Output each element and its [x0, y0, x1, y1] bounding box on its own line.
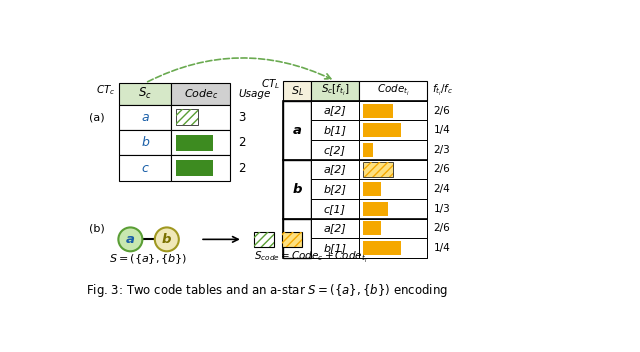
- Text: (b): (b): [90, 224, 105, 234]
- Text: $S_c[f_{t_i}]$: $S_c[f_{t_i}]$: [321, 83, 349, 98]
- Text: b[1]: b[1]: [323, 243, 346, 253]
- Bar: [311, 120, 359, 140]
- Text: c[2]: c[2]: [324, 145, 346, 155]
- Text: 2/6: 2/6: [433, 224, 450, 233]
- Text: 2/4: 2/4: [433, 184, 450, 194]
- Bar: [363, 182, 381, 196]
- Bar: [253, 232, 274, 247]
- Text: a[2]: a[2]: [324, 224, 346, 233]
- Bar: [363, 103, 393, 118]
- Text: 2: 2: [238, 136, 246, 149]
- Text: $Code_{t_i}$: $Code_{t_i}$: [377, 83, 410, 98]
- Text: Fig. 3: Two code tables and an a-star $S = (\{a\}, \{b\})$ encoding: Fig. 3: Two code tables and an a-star $S…: [86, 282, 448, 299]
- Text: (a): (a): [90, 112, 105, 122]
- Bar: [172, 83, 230, 105]
- Bar: [311, 101, 359, 120]
- Text: $S_L$: $S_L$: [291, 84, 303, 98]
- Bar: [359, 238, 428, 258]
- Bar: [253, 232, 274, 247]
- Bar: [359, 160, 428, 179]
- Bar: [119, 130, 172, 156]
- Bar: [176, 160, 213, 176]
- Bar: [363, 202, 388, 216]
- Text: c[1]: c[1]: [324, 204, 346, 214]
- Circle shape: [155, 227, 179, 251]
- Text: 3: 3: [238, 111, 246, 124]
- Bar: [359, 179, 428, 199]
- Text: 1/4: 1/4: [433, 125, 450, 135]
- Bar: [311, 140, 359, 160]
- Bar: [283, 101, 311, 160]
- Bar: [311, 160, 359, 179]
- Bar: [363, 123, 401, 137]
- Bar: [363, 221, 381, 235]
- Bar: [282, 232, 301, 247]
- Bar: [363, 241, 401, 255]
- Text: $Code_c$: $Code_c$: [184, 87, 218, 101]
- Text: a: a: [292, 124, 301, 137]
- Bar: [311, 238, 359, 258]
- Bar: [311, 219, 359, 238]
- Text: b[2]: b[2]: [323, 184, 346, 194]
- Bar: [311, 81, 359, 101]
- Bar: [172, 156, 230, 181]
- Circle shape: [118, 227, 142, 251]
- Text: a[2]: a[2]: [324, 106, 346, 115]
- Bar: [283, 219, 428, 258]
- Bar: [359, 219, 428, 238]
- Text: a[2]: a[2]: [324, 164, 346, 175]
- Text: 2/6: 2/6: [433, 164, 450, 175]
- Text: $S = (\{a\}, \{b\})$: $S = (\{a\}, \{b\})$: [109, 252, 188, 266]
- Text: a: a: [141, 111, 149, 124]
- Text: $f_{t_i}/f_c$: $f_{t_i}/f_c$: [432, 83, 453, 98]
- Bar: [283, 160, 311, 219]
- Text: $S_{code} = Code_c + Code_{t_i}$: $S_{code} = Code_c + Code_{t_i}$: [253, 250, 367, 265]
- Bar: [172, 130, 230, 156]
- Bar: [283, 219, 311, 258]
- Bar: [359, 101, 428, 120]
- Text: $CT_L$: $CT_L$: [260, 78, 280, 92]
- Bar: [283, 101, 428, 160]
- Bar: [119, 83, 172, 105]
- Bar: [176, 109, 198, 125]
- Text: Usage: Usage: [238, 89, 271, 99]
- Text: b[1]: b[1]: [323, 125, 346, 135]
- Text: $CT_c$: $CT_c$: [96, 83, 116, 97]
- Bar: [363, 162, 393, 177]
- Text: b: b: [141, 136, 149, 149]
- Text: c: c: [293, 232, 301, 245]
- Bar: [359, 120, 428, 140]
- Text: 2/6: 2/6: [433, 106, 450, 115]
- Text: a: a: [126, 233, 135, 246]
- Bar: [363, 143, 373, 157]
- Text: $S_c$: $S_c$: [138, 86, 152, 101]
- Text: c: c: [141, 162, 148, 175]
- Bar: [172, 105, 230, 130]
- Text: b: b: [292, 183, 301, 196]
- Bar: [359, 199, 428, 219]
- Bar: [311, 199, 359, 219]
- Bar: [283, 160, 428, 219]
- Bar: [282, 232, 301, 247]
- Bar: [359, 81, 428, 101]
- Text: 1/3: 1/3: [433, 204, 450, 214]
- Bar: [119, 156, 172, 181]
- Text: b: b: [162, 233, 172, 246]
- Bar: [311, 179, 359, 199]
- Bar: [363, 162, 393, 177]
- Text: 2: 2: [238, 162, 246, 175]
- Text: 2/3: 2/3: [433, 145, 450, 155]
- Bar: [176, 134, 213, 151]
- Bar: [119, 105, 172, 130]
- Text: 1/4: 1/4: [433, 243, 450, 253]
- Bar: [283, 81, 311, 101]
- Bar: [359, 140, 428, 160]
- Bar: [176, 109, 198, 125]
